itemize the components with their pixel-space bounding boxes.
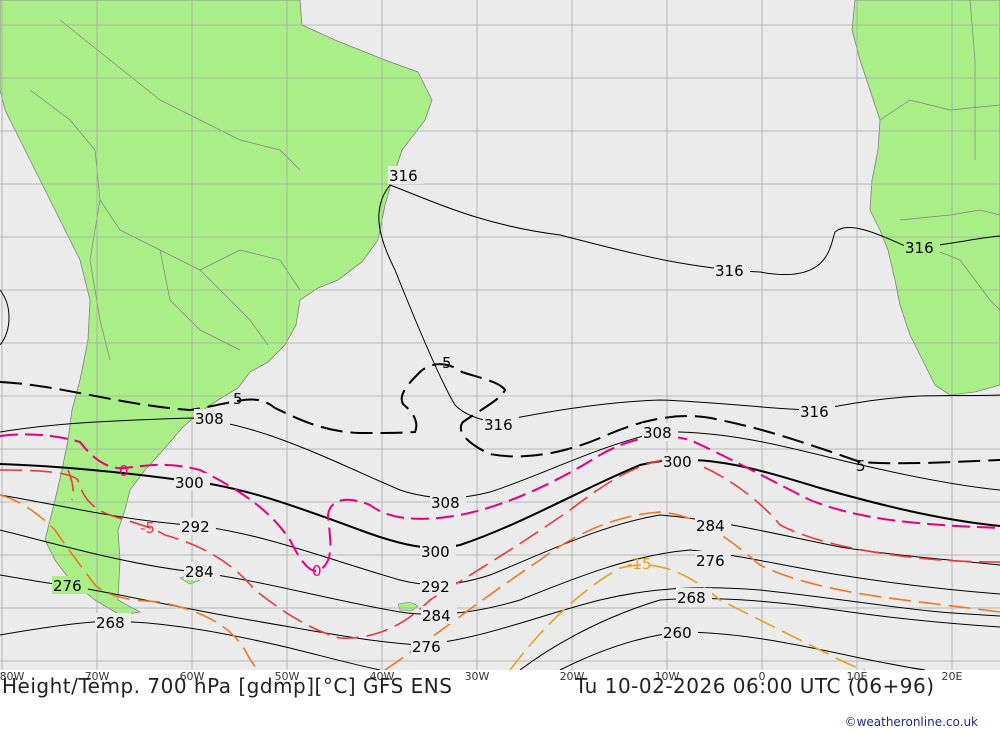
contour-268 xyxy=(0,597,1000,670)
longitude-label: 40W xyxy=(369,670,395,683)
graticule xyxy=(0,0,1000,670)
longitude-label: 10E xyxy=(846,670,868,683)
label-tneg15: -15 xyxy=(627,555,652,573)
label-300-east: 300 xyxy=(663,453,692,471)
contour-316-trough xyxy=(378,184,1000,423)
country-borders xyxy=(29,0,1000,361)
label-tneg5: -5 xyxy=(140,519,155,537)
isotherm-neg5 xyxy=(0,457,1000,639)
label-276-west: 276 xyxy=(53,577,82,595)
label-316-atlantic: 316 xyxy=(715,262,744,280)
label-316-brazil: 316 xyxy=(389,167,418,185)
label-260-east: 260 xyxy=(663,624,692,642)
longitude-label: 10W xyxy=(654,670,680,683)
label-316-africa: 316 xyxy=(905,239,934,257)
map-footer: 80W 70W 60W 50W 40W 30W 20W 10W 0 10E 20E Height/T… xyxy=(0,670,1000,733)
height-contour-labels: 316 316 316 316 316 308 308 308 300 300 … xyxy=(52,166,940,656)
map-title: Height/Temp. 700 hPa [gdmp][°C] GFS ENS xyxy=(2,674,453,698)
label-300-west: 300 xyxy=(175,474,204,492)
south-america-land xyxy=(0,0,433,616)
longitude-label: 50W xyxy=(274,670,300,683)
longitude-label: 20W xyxy=(559,670,585,683)
contour-276 xyxy=(0,574,1000,646)
isotherm-neg10 xyxy=(0,494,1000,670)
label-t5-east: 5 xyxy=(856,457,866,475)
longitude-label: 0 xyxy=(758,670,766,683)
label-t5-west: 5 xyxy=(233,390,243,408)
label-276-east: 276 xyxy=(696,552,725,570)
label-284-east: 284 xyxy=(696,517,725,535)
contour-308 xyxy=(0,417,1000,499)
isotherm-5 xyxy=(0,363,1000,465)
label-316-trough: 316 xyxy=(484,416,513,434)
label-276-mid: 276 xyxy=(412,638,441,656)
contour-260 xyxy=(559,631,926,670)
label-284-west: 284 xyxy=(185,563,214,581)
label-284-mid: 284 xyxy=(422,607,451,625)
label-308-west: 308 xyxy=(195,410,224,428)
label-316-east: 316 xyxy=(800,403,829,421)
label-268-east: 268 xyxy=(677,589,706,607)
label-268-west: 268 xyxy=(96,614,125,632)
longitude-label: 80W xyxy=(0,670,25,683)
isotherm-0 xyxy=(0,433,1000,572)
falkland-islands xyxy=(397,601,419,612)
label-300-mid: 300 xyxy=(421,543,450,561)
label-308-east: 308 xyxy=(643,424,672,442)
label-t0-west: 0 xyxy=(119,462,129,480)
label-292-mid: 292 xyxy=(421,578,450,596)
label-t5-mid: 5 xyxy=(442,354,452,372)
africa-land xyxy=(851,0,1000,396)
forecast-datetime: Tu 10-02-2026 06:00 UTC (06+96) xyxy=(575,674,935,698)
label-t0-mid: 0 xyxy=(312,562,322,580)
longitude-label: 20E xyxy=(941,670,963,683)
label-308-mid: 308 xyxy=(431,494,460,512)
temperature-labels: 5 5 5 0 0 -5 -15 xyxy=(119,354,866,580)
credit-link[interactable]: ©weatheronline.co.uk xyxy=(844,715,978,729)
longitude-label: 60W xyxy=(179,670,205,683)
label-292-west: 292 xyxy=(181,518,210,536)
map-canvas: 316 316 316 316 316 308 308 308 300 300 … xyxy=(0,0,1000,670)
longitude-label: 30W xyxy=(464,670,490,683)
longitude-label: 70W xyxy=(84,670,110,683)
